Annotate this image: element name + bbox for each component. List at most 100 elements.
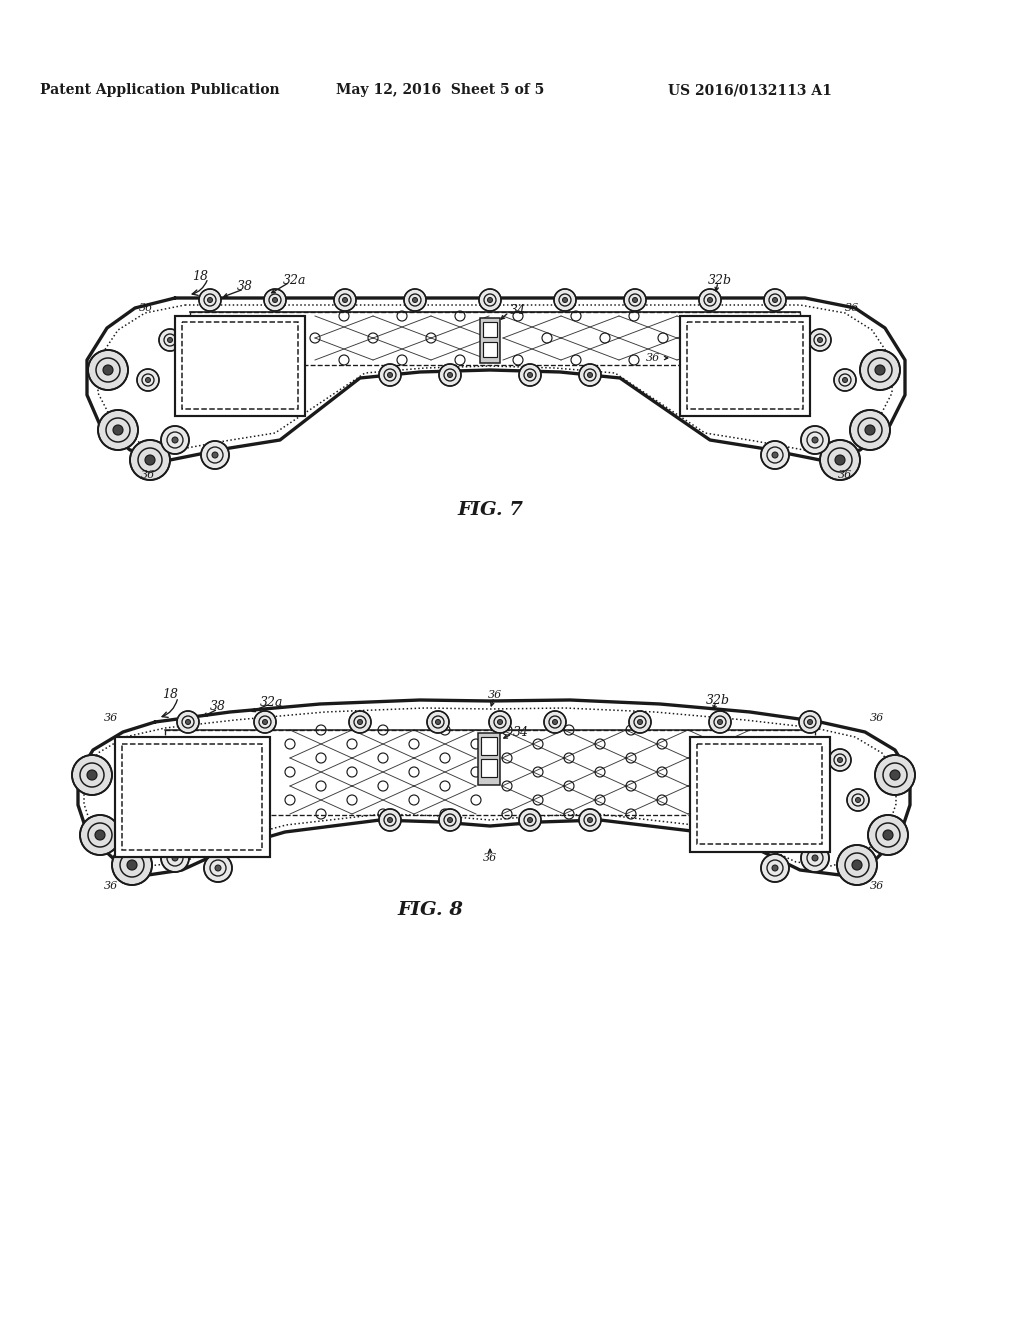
Circle shape <box>588 372 593 378</box>
Circle shape <box>820 440 860 480</box>
Circle shape <box>435 719 440 725</box>
Bar <box>478 733 500 785</box>
Circle shape <box>489 711 511 733</box>
Text: 36: 36 <box>838 470 852 480</box>
Circle shape <box>764 289 786 312</box>
Text: 38: 38 <box>210 701 226 714</box>
Circle shape <box>168 338 172 342</box>
Circle shape <box>264 289 286 312</box>
Circle shape <box>554 289 575 312</box>
Text: 32b: 32b <box>706 693 730 706</box>
Bar <box>687 322 803 409</box>
Circle shape <box>177 711 199 733</box>
Circle shape <box>624 289 646 312</box>
Text: 36: 36 <box>845 304 859 313</box>
Circle shape <box>553 719 557 725</box>
Circle shape <box>808 719 812 725</box>
Text: 36: 36 <box>138 304 153 313</box>
Circle shape <box>113 425 123 436</box>
Bar <box>483 342 497 356</box>
Circle shape <box>379 809 401 832</box>
Circle shape <box>498 719 503 725</box>
Text: May 12, 2016  Sheet 5 of 5: May 12, 2016 Sheet 5 of 5 <box>336 83 544 96</box>
Circle shape <box>633 297 638 302</box>
Circle shape <box>772 297 777 302</box>
Circle shape <box>829 748 851 771</box>
Circle shape <box>103 366 113 375</box>
Circle shape <box>112 845 152 884</box>
Circle shape <box>874 755 915 795</box>
Circle shape <box>439 809 461 832</box>
Circle shape <box>387 817 392 822</box>
Circle shape <box>487 297 493 302</box>
Circle shape <box>334 289 356 312</box>
Circle shape <box>544 711 566 733</box>
Circle shape <box>527 372 532 378</box>
Circle shape <box>208 297 213 302</box>
Circle shape <box>150 758 155 763</box>
Circle shape <box>835 455 845 465</box>
Circle shape <box>161 426 189 454</box>
Circle shape <box>95 830 105 840</box>
Circle shape <box>868 814 908 855</box>
Circle shape <box>215 865 221 871</box>
Circle shape <box>588 817 593 822</box>
Circle shape <box>838 758 843 763</box>
Circle shape <box>127 861 137 870</box>
Bar <box>175 315 305 416</box>
Circle shape <box>843 378 848 383</box>
Text: 34: 34 <box>513 726 529 738</box>
Circle shape <box>161 843 189 873</box>
Circle shape <box>254 711 276 733</box>
Bar <box>697 744 822 843</box>
Circle shape <box>761 441 790 469</box>
Circle shape <box>204 854 232 882</box>
Circle shape <box>404 289 426 312</box>
Circle shape <box>135 797 140 803</box>
Circle shape <box>772 451 778 458</box>
Circle shape <box>357 719 362 725</box>
Circle shape <box>772 865 778 871</box>
Text: 36: 36 <box>870 880 885 891</box>
Circle shape <box>699 289 721 312</box>
Circle shape <box>145 378 151 383</box>
Circle shape <box>212 451 218 458</box>
Text: 34: 34 <box>510 304 526 317</box>
Circle shape <box>799 711 821 733</box>
Text: 36: 36 <box>646 352 660 363</box>
Text: Patent Application Publication: Patent Application Publication <box>40 83 280 96</box>
Circle shape <box>413 297 418 302</box>
Circle shape <box>439 364 461 385</box>
Circle shape <box>159 329 181 351</box>
Text: 38: 38 <box>237 281 253 293</box>
Text: 18: 18 <box>162 689 178 701</box>
Text: 36: 36 <box>141 470 155 480</box>
Bar <box>480 318 500 363</box>
Text: 32b: 32b <box>708 273 732 286</box>
Circle shape <box>379 364 401 385</box>
Circle shape <box>349 711 371 733</box>
Circle shape <box>387 372 392 378</box>
Circle shape <box>185 719 190 725</box>
Circle shape <box>812 437 818 444</box>
Circle shape <box>447 372 453 378</box>
Circle shape <box>579 364 601 385</box>
Circle shape <box>847 789 869 810</box>
Text: 36: 36 <box>870 713 885 723</box>
Circle shape <box>87 770 97 780</box>
Bar <box>483 322 497 337</box>
Circle shape <box>172 437 178 444</box>
Circle shape <box>145 455 155 465</box>
Text: 36: 36 <box>103 713 118 723</box>
Circle shape <box>817 338 822 342</box>
Circle shape <box>562 297 567 302</box>
Bar <box>690 737 830 851</box>
Circle shape <box>130 440 170 480</box>
Circle shape <box>629 711 651 733</box>
Circle shape <box>137 370 159 391</box>
Text: 32a: 32a <box>260 696 284 709</box>
Circle shape <box>519 809 541 832</box>
Circle shape <box>579 809 601 832</box>
Circle shape <box>809 329 831 351</box>
Circle shape <box>141 748 163 771</box>
